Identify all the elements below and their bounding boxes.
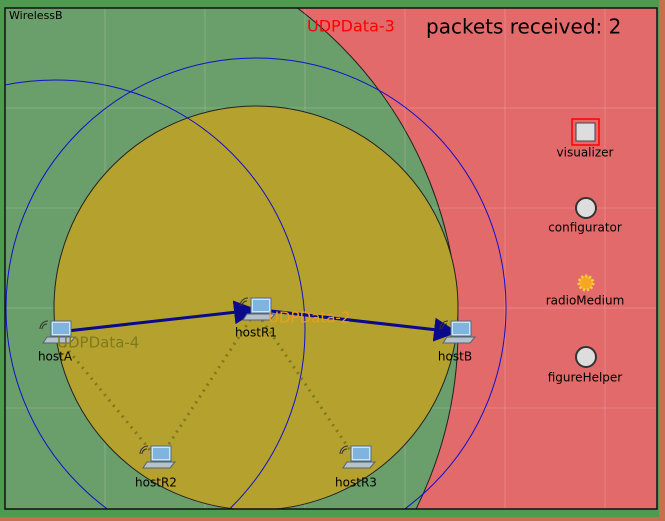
selection	[571, 118, 600, 146]
packet-label: UDPData-4	[57, 334, 139, 352]
node-label: hostR2	[135, 476, 177, 490]
module-label: visualizer	[557, 146, 614, 160]
module-label: figureHelper	[548, 371, 623, 385]
module-label: configurator	[548, 221, 622, 235]
packet-label: UDPData-2	[268, 309, 350, 327]
packet-links	[57, 300, 458, 342]
routes	[58, 319, 352, 451]
module-icon[interactable]	[575, 197, 597, 219]
module-icon[interactable]	[577, 274, 595, 292]
node-label: hostB	[438, 350, 472, 364]
frame	[4, 7, 658, 510]
module-icon[interactable]	[575, 122, 596, 142]
status-text: packets received: 2	[426, 15, 621, 39]
node-label: hostR1	[235, 326, 277, 340]
comm-range	[5, 79, 306, 509]
packet-name: UDPData-3	[307, 17, 395, 36]
module-label: radioMedium	[546, 294, 625, 308]
node-label: hostR3	[335, 476, 377, 490]
node-label: hostA	[38, 350, 73, 364]
comm-range	[5, 57, 507, 509]
network-title: WirelessB	[9, 9, 63, 22]
module-icon[interactable]	[575, 346, 597, 368]
